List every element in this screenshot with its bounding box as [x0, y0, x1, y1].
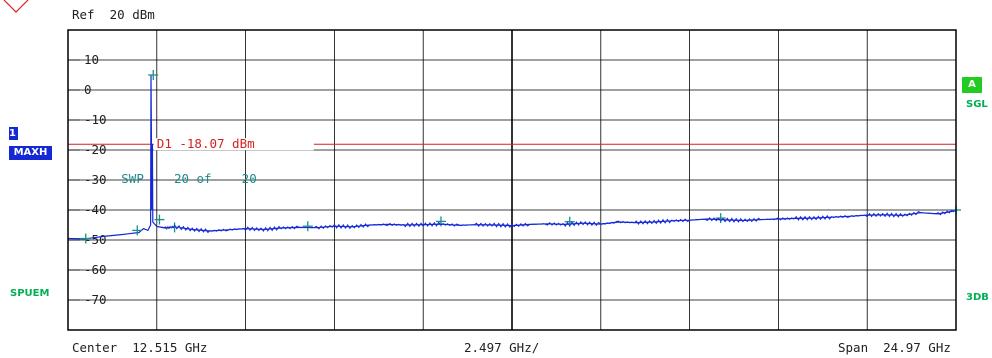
bandwidth-label: 3DB	[966, 292, 989, 303]
plot-frame	[67, 29, 957, 331]
display-line-label-background	[153, 138, 314, 151]
trace-indicator-badge: A	[962, 77, 982, 93]
y-tick-label: -20	[84, 142, 107, 157]
y-tick-label: -30	[84, 172, 107, 187]
y-tick-label: 0	[84, 82, 92, 97]
y-tick-label: 10	[84, 52, 99, 67]
y-tick-label: -60	[84, 262, 107, 277]
y-tick-label: -70	[84, 292, 107, 307]
y-axis-tick-labels: 10 0 -10 -20 -30 -40 -50 -60 -70	[68, 52, 107, 307]
trace-line	[67, 74, 957, 240]
center-frequency: Center 12.515 GHz	[72, 340, 208, 355]
markers	[80, 70, 961, 244]
sweep-status: SWP 20 of 20	[121, 171, 256, 186]
ref-level: Ref 20 dBm	[72, 7, 155, 22]
trace-noise	[156, 209, 955, 234]
y-tick-label: -50	[84, 232, 107, 247]
warning-triangle-icon	[3, 0, 29, 13]
sweep-mode-label: SGL	[966, 99, 988, 110]
frequency-per-division: 2.497 GHz/	[464, 340, 540, 355]
trace-mode-badge: MAXH	[9, 146, 52, 160]
frequency-span: Span 24.97 GHz	[838, 340, 951, 355]
grid	[68, 30, 956, 330]
y-tick-label: -10	[84, 112, 107, 127]
spurious-emission-mode-label: SPUEM	[10, 288, 50, 299]
trace-number-badge: 1	[9, 127, 18, 140]
display-line-label: D1 -18.07 dBm	[157, 136, 255, 151]
y-tick-label: -40	[84, 202, 107, 217]
